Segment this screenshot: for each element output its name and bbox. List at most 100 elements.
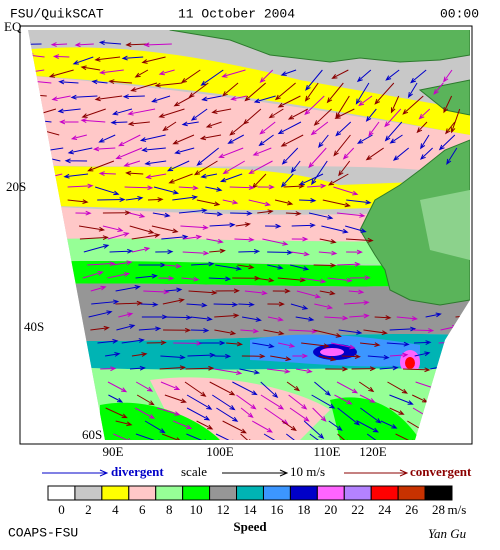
colorbar-label: 26 xyxy=(405,502,419,517)
wind-arrow xyxy=(274,199,294,206)
wind-arrow xyxy=(343,300,370,306)
wind-arrow xyxy=(287,108,309,120)
wind-arrow xyxy=(380,420,398,429)
lon-label: 110E xyxy=(314,444,341,459)
wind-arrow xyxy=(222,199,239,205)
wind-arrow xyxy=(205,121,222,128)
lat-label: 20S xyxy=(6,179,26,194)
wind-arrow xyxy=(196,147,219,166)
wind-arrow xyxy=(79,235,109,241)
wind-arrow xyxy=(146,340,167,346)
wind-arrow xyxy=(286,381,301,392)
wind-arrow xyxy=(337,261,361,267)
wind-arrow xyxy=(107,232,130,240)
band xyxy=(100,402,220,440)
land xyxy=(420,190,470,260)
wind-arrow xyxy=(144,160,167,166)
wind-arrow xyxy=(389,407,405,415)
wind-arrow xyxy=(78,225,106,232)
wind-arrow xyxy=(185,365,215,371)
wind-arrow xyxy=(244,290,268,296)
wind-arrow xyxy=(318,250,338,256)
wind-arrow xyxy=(402,367,431,373)
wind-arrow xyxy=(193,160,218,176)
wind-arrow xyxy=(216,407,239,422)
wind-arrow xyxy=(384,121,403,142)
wind-arrow xyxy=(81,108,106,118)
wind-arrow xyxy=(172,134,195,145)
wind-arrow xyxy=(188,290,218,296)
wind-arrow xyxy=(98,40,122,46)
wind-arrow xyxy=(267,301,285,307)
wind-arrow xyxy=(272,288,291,294)
wind-arrow xyxy=(325,366,349,372)
wind-arrow xyxy=(154,82,183,88)
wind-arrow xyxy=(338,160,351,177)
color-swatch xyxy=(262,485,291,501)
colorbar-label: 10 xyxy=(190,502,203,517)
wind-arrow xyxy=(209,222,236,228)
colorbar-label: 8 xyxy=(166,502,173,517)
wind-arrow xyxy=(309,433,325,440)
wind-arrow xyxy=(324,315,349,321)
wind-arrow xyxy=(359,394,376,403)
wind-arrow xyxy=(172,420,193,429)
wind-arrow xyxy=(113,433,133,440)
wind-arrow xyxy=(165,287,183,293)
wind-arrow xyxy=(115,285,141,292)
wind-arrow xyxy=(90,285,107,292)
colorbar-label: 16 xyxy=(270,502,284,517)
wind-arrow xyxy=(280,134,304,147)
wind-arrow xyxy=(91,79,108,85)
wind-arrow xyxy=(226,341,243,347)
wind-arrow xyxy=(346,249,363,255)
wind-arrow xyxy=(337,433,351,440)
colorbar-label: 2 xyxy=(85,502,92,517)
wind-arrow xyxy=(392,147,410,161)
wind-arrow xyxy=(159,365,187,371)
wind-arrow xyxy=(129,225,155,234)
wind-arrow xyxy=(311,160,328,186)
wind-arrow xyxy=(145,173,167,180)
lon-label: 100E xyxy=(206,444,234,459)
wind-arrow xyxy=(267,316,284,322)
wind-arrow xyxy=(355,82,370,105)
wind-arrow xyxy=(420,134,430,150)
wind-arrow xyxy=(265,223,282,229)
wind-arrow xyxy=(258,134,274,147)
wind-arrow xyxy=(348,289,365,295)
wind-arrow xyxy=(196,199,221,207)
date: 11 October 2004 xyxy=(178,6,295,21)
wind-arrow xyxy=(64,158,88,164)
footer-right: Yan Gu xyxy=(428,526,467,541)
wind-arrow xyxy=(330,342,356,350)
wind-arrow xyxy=(135,381,154,392)
wind-arrow xyxy=(128,212,146,218)
wind-arrow xyxy=(48,69,74,78)
wind-arrow xyxy=(227,134,244,144)
wind-arrow xyxy=(416,121,428,134)
wind-arrow xyxy=(288,394,308,410)
wind-arrow xyxy=(335,121,352,137)
wind-arrow xyxy=(218,147,244,158)
wind-arrow xyxy=(221,69,246,78)
wind-arrow xyxy=(99,69,124,75)
wind-arrow xyxy=(51,95,71,102)
wind-arrow xyxy=(188,82,209,98)
wind-arrow xyxy=(345,225,367,233)
wind-arrow xyxy=(389,134,403,144)
wind-arrow xyxy=(280,173,294,188)
wind-arrow xyxy=(240,433,253,440)
band xyxy=(28,75,470,175)
color-swatch xyxy=(182,485,211,501)
wind-arrow xyxy=(214,368,243,376)
wind-arrow xyxy=(259,121,276,135)
color-swatch xyxy=(74,485,103,501)
wind-arrow xyxy=(341,354,361,359)
wind-arrow xyxy=(413,340,432,345)
wind-arrow xyxy=(141,147,166,153)
wind-arrow xyxy=(209,248,226,254)
wind-arrow xyxy=(52,54,70,59)
wind-arrow xyxy=(67,199,89,205)
wind-arrow xyxy=(230,210,253,216)
